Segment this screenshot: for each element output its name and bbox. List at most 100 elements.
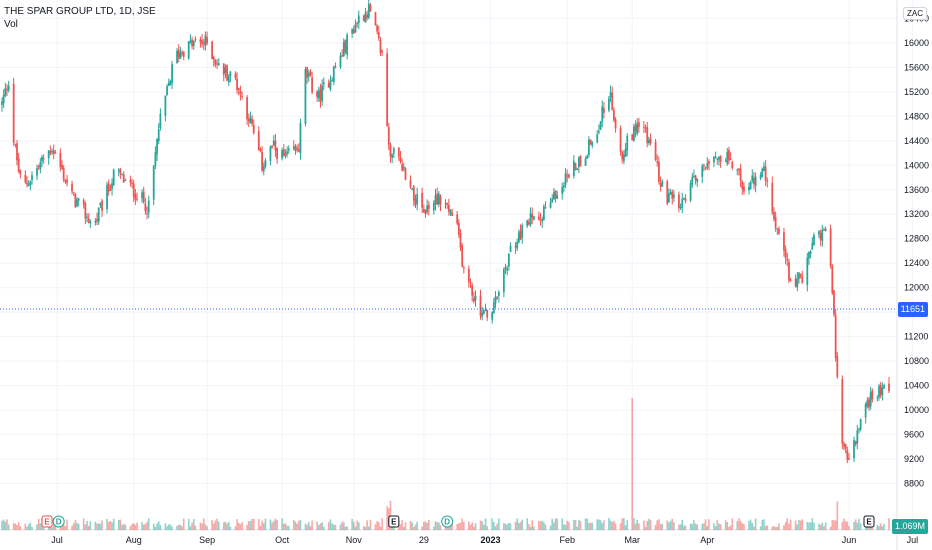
candle-body xyxy=(176,50,178,64)
volume-bar xyxy=(144,524,147,530)
volume-bar xyxy=(818,523,820,530)
candle-body xyxy=(502,269,505,293)
candle-body xyxy=(636,123,639,135)
volume-bar xyxy=(591,522,594,530)
volume-bar xyxy=(543,522,545,530)
candle-body xyxy=(836,356,839,378)
volume-bar xyxy=(297,520,300,530)
candle-body xyxy=(132,183,135,197)
dividend-badge-label: D xyxy=(444,518,450,527)
candle-body xyxy=(24,174,27,183)
volume-bar xyxy=(17,522,20,530)
volume-bar xyxy=(366,520,368,530)
volume-bar xyxy=(528,524,530,530)
candle-body xyxy=(551,198,554,203)
candle-body xyxy=(71,183,73,192)
volume-bar xyxy=(739,521,742,530)
candle-body xyxy=(177,49,180,58)
candle-body xyxy=(381,50,384,53)
candle-body xyxy=(818,231,820,235)
candle-body xyxy=(783,232,785,251)
candle-body xyxy=(122,174,125,183)
volume-bar xyxy=(801,519,804,530)
candle-body xyxy=(624,148,627,157)
candle-body xyxy=(876,397,879,399)
candle-body xyxy=(856,430,859,444)
candle-body xyxy=(42,158,45,160)
candle-body xyxy=(586,155,589,159)
candle-body xyxy=(189,40,192,43)
volume-bar xyxy=(226,523,228,530)
candle-body xyxy=(741,181,744,189)
y-tick-label: 13600 xyxy=(904,185,929,195)
candle-body xyxy=(798,272,800,280)
candle-body xyxy=(459,233,462,248)
volume-bar xyxy=(112,518,115,530)
volume-bar xyxy=(654,525,657,530)
volume-bar xyxy=(799,520,802,530)
volume-bar xyxy=(508,522,510,530)
candle-body xyxy=(401,163,404,171)
candle-body xyxy=(247,118,250,122)
volume-bar xyxy=(389,500,392,530)
volume-bar xyxy=(101,520,103,530)
candle-body xyxy=(878,386,880,398)
volume-bar xyxy=(754,518,757,530)
volume-bar xyxy=(798,519,800,530)
dividend-badge xyxy=(52,515,65,528)
candle-body xyxy=(6,89,8,91)
volume-bar xyxy=(122,524,125,530)
candle-body xyxy=(597,131,600,133)
candle-body xyxy=(402,166,405,169)
volume-bar xyxy=(608,518,610,530)
volume-bar xyxy=(307,522,310,530)
candle-body xyxy=(529,212,532,225)
volume-bar xyxy=(436,522,438,530)
candle-body xyxy=(354,24,357,33)
candle-body xyxy=(224,67,227,74)
candle-body xyxy=(76,199,78,207)
candle-body xyxy=(109,189,112,191)
volume-bar xyxy=(292,519,295,530)
candle-body xyxy=(806,257,809,286)
volume-bar xyxy=(824,522,827,530)
volume-bar xyxy=(84,524,87,530)
volume-bar xyxy=(344,526,347,530)
candle-body xyxy=(868,399,870,408)
candle-body xyxy=(506,268,509,271)
symbol-title[interactable]: THE SPAR GROUP LTD, 1D, JSE xyxy=(4,6,156,17)
y-tick-label: 13200 xyxy=(904,209,929,219)
volume-bar xyxy=(428,519,430,530)
candle-body xyxy=(264,160,267,167)
volume-bar xyxy=(331,523,333,530)
candle-body xyxy=(599,121,602,130)
candle-body xyxy=(7,85,10,91)
candle-body xyxy=(552,192,555,200)
volume-bar xyxy=(714,526,717,530)
candle-body xyxy=(834,315,837,358)
candle-body xyxy=(222,63,225,75)
volume-bar xyxy=(671,518,674,530)
volume-bar xyxy=(858,518,860,530)
currency-label[interactable]: ZAC xyxy=(903,7,927,20)
candle-body xyxy=(89,221,92,224)
candle-body xyxy=(888,383,890,392)
candle-body xyxy=(864,403,867,418)
candle-body xyxy=(447,204,450,212)
volume-bar xyxy=(696,524,699,530)
candle-body xyxy=(633,126,635,141)
earnings-badge-label: E xyxy=(391,518,397,527)
volume-bar xyxy=(806,521,809,530)
volume-bar xyxy=(636,519,639,530)
candle-body xyxy=(41,156,43,162)
volume-bar xyxy=(66,519,68,530)
candle-body xyxy=(683,197,685,200)
candle-body xyxy=(111,183,113,190)
candle-body xyxy=(666,181,669,204)
volume-bar xyxy=(426,522,428,530)
volume-bar xyxy=(352,521,355,530)
candle-body xyxy=(437,193,440,205)
candle-body xyxy=(234,73,237,79)
